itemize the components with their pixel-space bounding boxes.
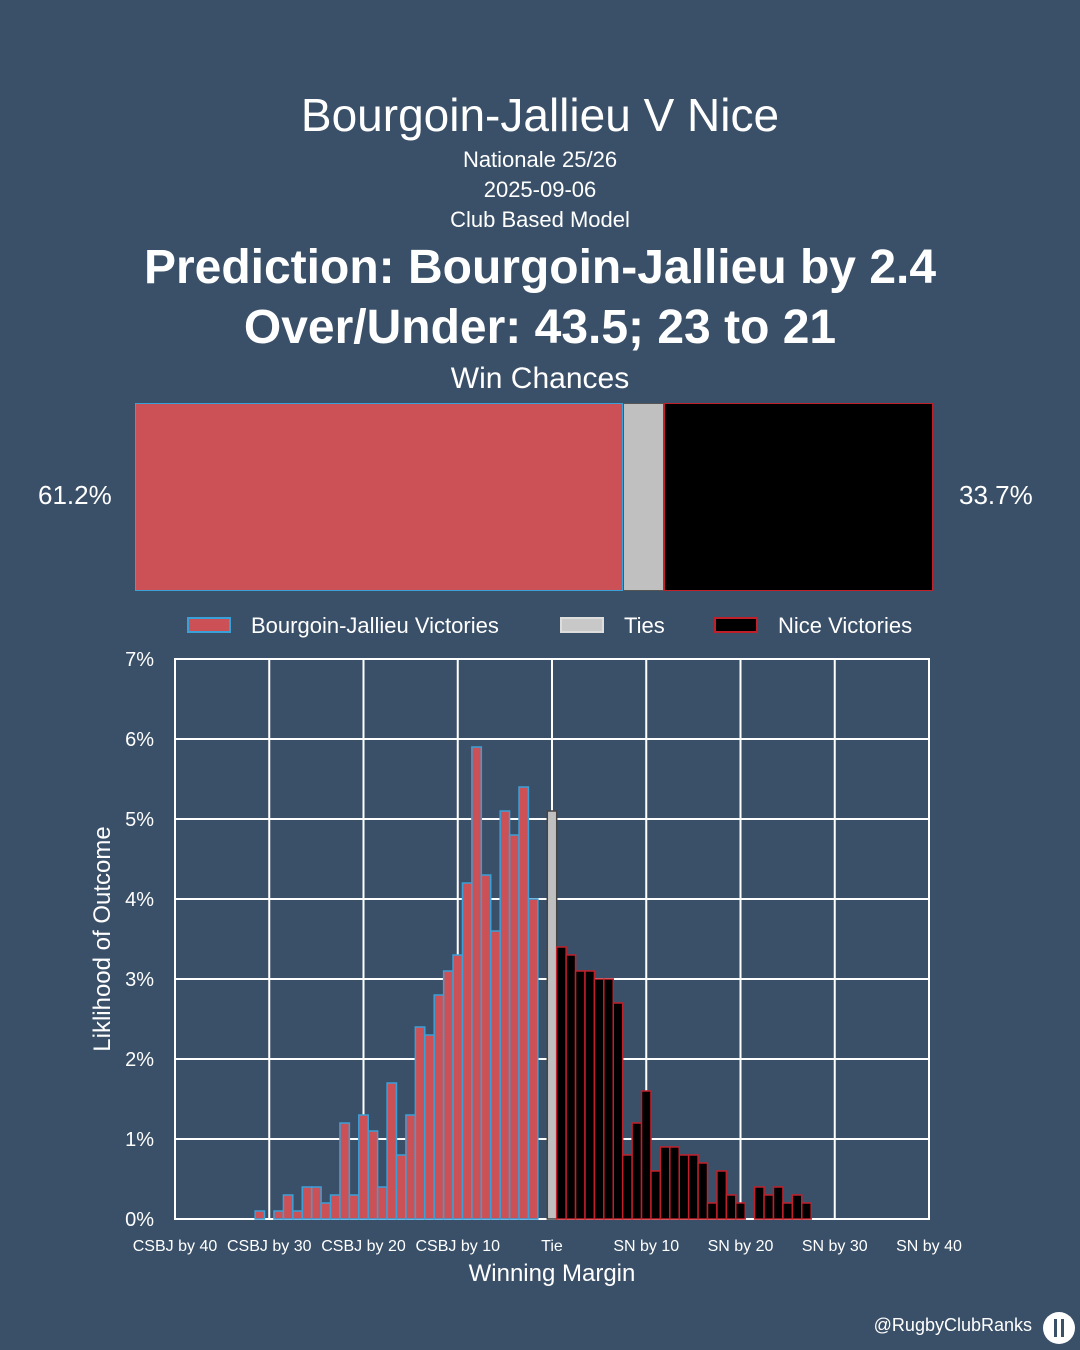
bar-away	[593, 978, 605, 1220]
bar-away	[716, 1170, 728, 1220]
bar-away	[678, 1154, 690, 1220]
x-tick-label: CSBJ by 30	[227, 1238, 312, 1255]
bar-home	[292, 1210, 303, 1220]
bar-away	[640, 1090, 652, 1220]
bar-away	[565, 954, 577, 1220]
y-tick-label: 4%	[125, 889, 154, 911]
winning-margin-histogram: 0% 1% 2% 3% 4% 5% 6% 7% CSBJ by 40 CSBJ by 30 CSBJ…	[89, 649, 962, 1287]
bar-tie	[546, 810, 558, 1220]
bar-away	[603, 978, 615, 1220]
match-date: 2025-09-06	[483, 177, 597, 202]
bar-home	[405, 1114, 417, 1220]
legend-label-tie: Ties	[624, 613, 665, 638]
x-axis-label: Winning Margin	[469, 1260, 636, 1287]
bar-home	[480, 874, 492, 1220]
bar-home	[358, 1114, 369, 1220]
bar-away	[772, 1186, 784, 1220]
bar-away	[669, 1146, 680, 1220]
win-bar-tie-segment	[623, 403, 665, 591]
x-tick-label: Tie	[541, 1238, 563, 1255]
win-chances-title: Win Chances	[450, 362, 630, 395]
bar-home	[348, 1194, 360, 1220]
bar-away	[782, 1202, 794, 1220]
bar-home	[424, 1034, 435, 1220]
chart-title: Bourgoin-Jallieu V Nice	[300, 89, 780, 141]
win-bar-home-segment	[135, 403, 624, 591]
bar-home	[471, 746, 483, 1220]
y-tick-label: 1%	[125, 1129, 154, 1151]
bar-home	[433, 994, 445, 1220]
y-axis-label: Liklihood of Outcome	[89, 826, 116, 1051]
prediction-text: Prediction: Bourgoin-Jallieu by 2.4	[143, 241, 937, 294]
bar-away	[735, 1202, 746, 1220]
watermark-handle: @RugbyClubRanks	[873, 1315, 1032, 1335]
home-win-percentage: 61.2%	[38, 480, 112, 510]
x-tick-label: SN by 10	[613, 1238, 679, 1255]
competition-label: Nationale 25/26	[462, 147, 618, 172]
legend-swatch-home	[187, 617, 231, 633]
bar-home	[499, 810, 511, 1220]
bar-away	[612, 1002, 624, 1220]
y-tick-label: 3%	[125, 969, 154, 991]
away-win-percentage: 33.7%	[959, 480, 1033, 510]
bar-away	[801, 1202, 812, 1220]
bar-away	[574, 970, 586, 1220]
bar-home	[414, 1026, 426, 1220]
bar-home	[282, 1194, 294, 1220]
bar-home	[508, 834, 520, 1220]
x-tick-label: CSBJ by 10	[416, 1238, 501, 1255]
bar-away	[763, 1194, 775, 1220]
bar-home	[518, 786, 530, 1220]
y-tick-label: 7%	[125, 649, 154, 671]
legend-swatch-away	[714, 617, 758, 633]
bar-home	[254, 1210, 266, 1220]
legend-label-home: Bourgoin-Jallieu Victories	[251, 613, 499, 638]
x-tick-label: SN by 20	[708, 1238, 774, 1255]
x-tick-label: CSBJ by 20	[321, 1238, 406, 1255]
bar-home	[320, 1202, 332, 1220]
bar-home	[376, 1186, 388, 1220]
win-chances-bar	[135, 403, 933, 591]
bar-away	[621, 1154, 633, 1220]
x-tick-label: CSBJ by 40	[133, 1238, 218, 1255]
bar-away	[697, 1162, 709, 1220]
bar-home	[395, 1154, 407, 1220]
bar-home	[310, 1186, 322, 1220]
bar-home	[452, 954, 464, 1220]
bar-away	[687, 1154, 699, 1220]
bar-home	[386, 1082, 398, 1220]
y-tick-label: 5%	[125, 809, 154, 831]
bar-away	[725, 1194, 737, 1220]
bar-home	[367, 1130, 379, 1220]
bar-home	[489, 930, 501, 1220]
bar-home	[527, 898, 539, 1220]
bar-home	[273, 1210, 285, 1220]
over-under-text: Over/Under: 43.5; 23 to 21	[243, 301, 837, 354]
legend-label-away: Nice Victories	[778, 613, 913, 638]
bar-away	[659, 1146, 671, 1220]
bar-home	[339, 1122, 351, 1220]
rugby-logo-icon	[1043, 1312, 1075, 1344]
bar-away	[555, 946, 567, 1220]
x-tick-label: SN by 40	[896, 1238, 962, 1255]
bar-away	[706, 1202, 718, 1220]
bar-away	[791, 1194, 803, 1220]
x-tick-label: SN by 30	[802, 1238, 868, 1255]
bar-away	[650, 1170, 662, 1220]
win-bar-away-segment	[664, 403, 933, 591]
bar-away	[631, 1122, 643, 1220]
bar-home	[301, 1186, 313, 1220]
bar-home	[329, 1194, 341, 1220]
y-tick-label: 6%	[125, 729, 154, 751]
bar-home	[461, 882, 473, 1220]
y-tick-label: 2%	[125, 1049, 154, 1071]
model-label: Club Based Model	[450, 207, 630, 232]
bar-away	[584, 970, 596, 1220]
legend-swatch-tie	[560, 617, 604, 633]
bar-away	[753, 1186, 765, 1220]
bar-home	[442, 970, 454, 1220]
y-tick-label: 0%	[125, 1209, 154, 1231]
